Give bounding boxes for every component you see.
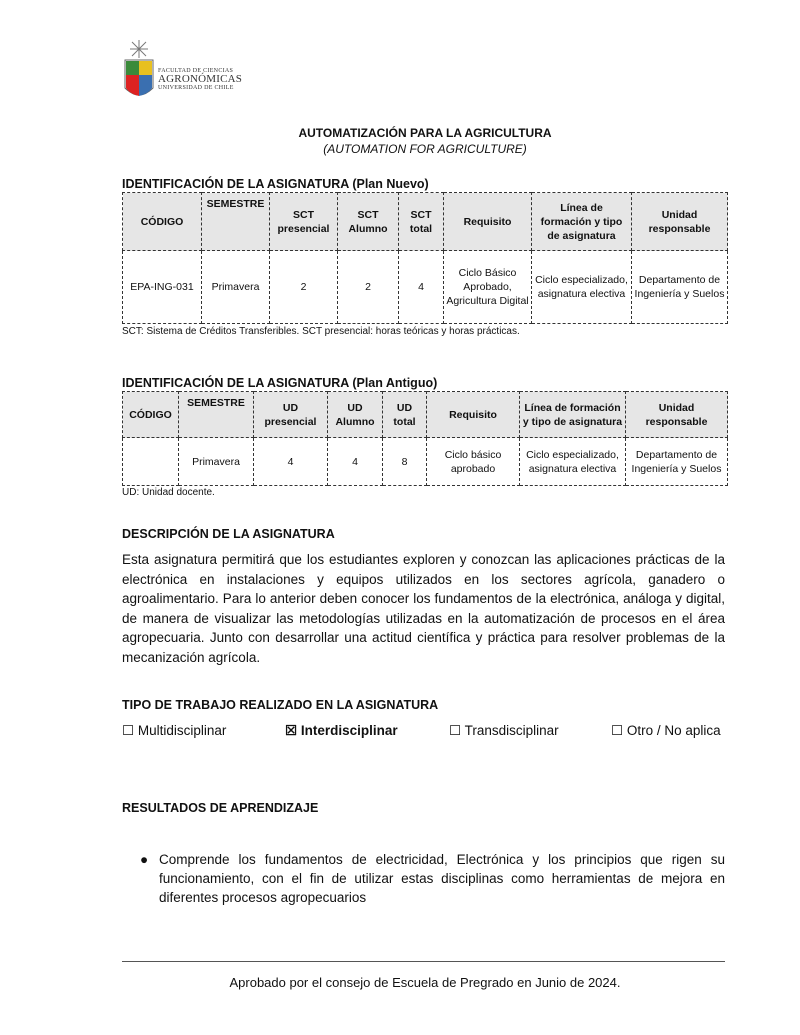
table-cell: 8 — [382, 437, 427, 486]
resultado-item: Comprende los fundamentos de electricida… — [159, 852, 725, 905]
column-header: CÓDIGO — [122, 192, 202, 251]
table-cell: Primavera — [201, 250, 270, 324]
plan-nuevo-table: CÓDIGO SEMESTRE SCT presencial SCT Alumn… — [122, 192, 728, 324]
table-cell: 4 — [398, 250, 444, 324]
checkbox-checked-icon[interactable]: ☒ — [285, 723, 298, 738]
table-cell: Ciclo básico aprobado — [426, 437, 520, 486]
table-cell: 2 — [269, 250, 338, 324]
tipo-trabajo-heading: TIPO DE TRABAJO REALIZADO EN LA ASIGNATU… — [122, 698, 439, 712]
resultados-heading: RESULTADOS DE APRENDIZAJE — [122, 801, 319, 815]
table-cell: EPA-ING-031 — [122, 250, 202, 324]
faculty-logo: FACULTAD DE CIENCIAS AGRONÓMICAS UNIVERS… — [122, 38, 242, 102]
table-header-row: CÓDIGO SEMESTRE UD presencial UD Alumno … — [122, 391, 728, 438]
checkbox-empty-icon[interactable]: ☐ — [122, 723, 135, 738]
plan-nuevo-heading: IDENTIFICACIÓN DE LA ASIGNATURA (Plan Nu… — [122, 177, 429, 191]
column-header: UD presencial — [253, 391, 328, 438]
plan-antiguo-table: CÓDIGO SEMESTRE UD presencial UD Alumno … — [122, 391, 728, 486]
option-label: Interdisciplinar — [300, 723, 398, 738]
logo-line-3: UNIVERSIDAD DE CHILE — [158, 85, 234, 91]
column-header: SCT total — [398, 192, 444, 251]
plan-antiguo-heading: IDENTIFICACIÓN DE LA ASIGNATURA (Plan An… — [122, 376, 438, 390]
descripcion-text: Esta asignatura permitirá que los estudi… — [122, 552, 725, 665]
column-header: UD Alumno — [327, 391, 383, 438]
option-transdisciplinar[interactable]: ☐ Transdisciplinar — [449, 723, 559, 739]
document-title: AUTOMATIZACIÓN PARA LA AGRICULTURA — [298, 126, 552, 140]
table-row: Primavera 4 4 8 Ciclo básico aprobado Ci… — [122, 437, 728, 486]
column-header: SEMESTRE — [178, 391, 254, 438]
checkbox-empty-icon[interactable]: ☐ — [449, 723, 462, 738]
column-header: UD total — [382, 391, 427, 438]
column-header: Unidad responsable — [625, 391, 728, 438]
plan-antiguo-note: UD: Unidad docente. — [122, 487, 215, 498]
table-cell: Ciclo especializado, asignatura electiva — [531, 250, 632, 324]
column-header: Línea de formación y tipo de asignatura — [531, 192, 632, 251]
option-interdisciplinar[interactable]: ☒ Interdisciplinar — [285, 723, 398, 739]
table-cell: 4 — [253, 437, 328, 486]
table-cell: Primavera — [178, 437, 254, 486]
university-crest-icon — [124, 40, 154, 96]
footer-text: Aprobado por el consejo de Escuela de Pr… — [229, 975, 621, 990]
bullet-icon: ● — [140, 852, 149, 867]
logo-line-1: FACULTAD DE CIENCIAS — [158, 68, 234, 74]
checkbox-empty-icon[interactable]: ☐ — [611, 723, 624, 738]
descripcion-heading: DESCRIPCIÓN DE LA ASIGNATURA — [122, 527, 335, 541]
option-label: Transdisciplinar — [464, 723, 559, 738]
table-cell: 4 — [327, 437, 383, 486]
option-multidisciplinar[interactable]: ☐ Multidisciplinar — [122, 723, 226, 739]
column-header: SCT presencial — [269, 192, 338, 251]
column-header: Unidad responsable — [631, 192, 728, 251]
column-header: SEMESTRE — [201, 192, 270, 251]
footer-divider — [122, 961, 725, 962]
plan-nuevo-note: SCT: Sistema de Créditos Transferibles. … — [122, 326, 520, 337]
column-header: Línea de formación y tipo de asignatura — [519, 391, 626, 438]
table-cell: Departamento de Ingeniería y Suelos — [631, 250, 728, 324]
column-header: CÓDIGO — [122, 391, 179, 438]
option-label: Multidisciplinar — [137, 723, 227, 738]
column-header: Requisito — [443, 192, 532, 251]
table-cell — [122, 437, 179, 486]
column-header: Requisito — [426, 391, 520, 438]
table-cell: 2 — [337, 250, 399, 324]
table-cell: Ciclo Básico Aprobado, Agricultura Digit… — [443, 250, 532, 324]
option-label: Otro / No aplica — [626, 723, 721, 738]
column-header: SCT Alumno — [337, 192, 399, 251]
table-cell: Departamento de Ingeniería y Suelos — [625, 437, 728, 486]
table-header-row: CÓDIGO SEMESTRE SCT presencial SCT Alumn… — [122, 192, 728, 251]
document-subtitle: (AUTOMATION FOR AGRICULTURE) — [323, 142, 527, 156]
option-otro[interactable]: ☐ Otro / No aplica — [611, 723, 721, 739]
table-row: EPA-ING-031 Primavera 2 2 4 Ciclo Básico… — [122, 250, 728, 324]
table-cell: Ciclo especializado, asignatura electiva — [519, 437, 626, 486]
logo-line-2: AGRONÓMICAS — [158, 73, 243, 85]
